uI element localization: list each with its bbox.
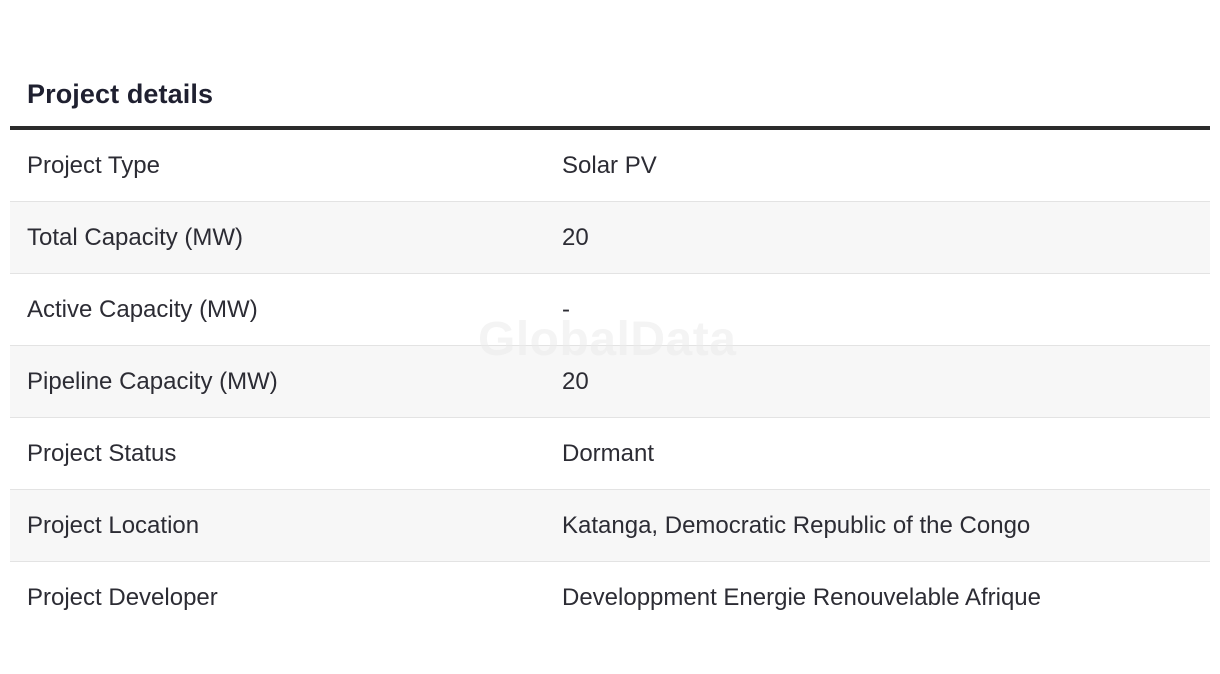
table-row: Project Developer Developpment Energie R… — [10, 562, 1210, 633]
row-value: Dormant — [562, 440, 655, 467]
row-label: Active Capacity (MW) — [27, 296, 258, 323]
row-value: Katanga, Democratic Republic of the Cong… — [562, 512, 1031, 539]
row-value: Solar PV — [562, 152, 657, 179]
table-row: Project Location Katanga, Democratic Rep… — [10, 490, 1210, 562]
row-value: - — [562, 296, 570, 323]
title-divider — [10, 126, 1210, 130]
row-label: Project Status — [27, 440, 177, 467]
row-label: Total Capacity (MW) — [27, 224, 244, 251]
row-value: 20 — [562, 368, 589, 395]
row-label: Project Type — [27, 152, 160, 179]
table-row: Project Status Dormant — [10, 418, 1210, 490]
row-label: Pipeline Capacity (MW) — [27, 368, 278, 395]
table-row: Project Type Solar PV — [10, 130, 1210, 202]
project-details-table: Project Type Solar PV Total Capacity (MW… — [10, 130, 1210, 633]
section-title: Project details — [27, 79, 214, 109]
row-label: Project Developer — [27, 584, 218, 611]
table-row: Pipeline Capacity (MW) 20 — [10, 346, 1210, 418]
row-label: Project Location — [27, 512, 200, 539]
row-value: Developpment Energie Renouvelable Afriqu… — [562, 584, 1041, 611]
row-value: 20 — [562, 224, 589, 251]
table-row: Total Capacity (MW) 20 — [10, 202, 1210, 274]
table-row: Active Capacity (MW) - — [10, 274, 1210, 346]
